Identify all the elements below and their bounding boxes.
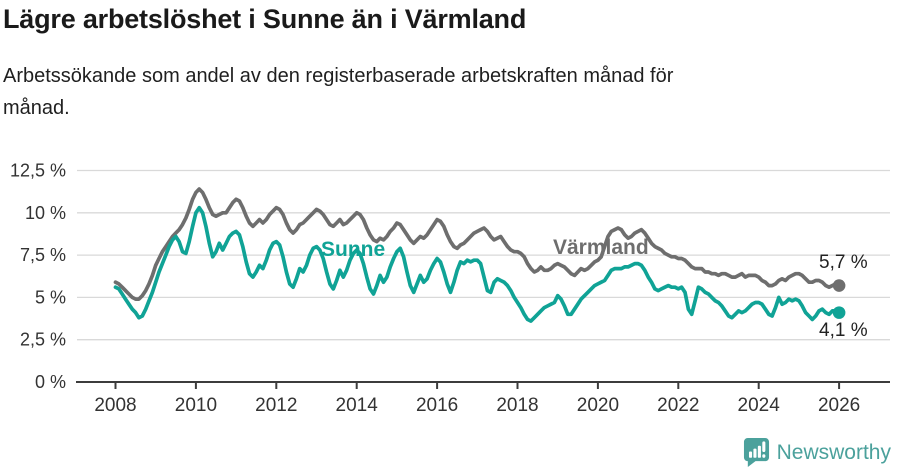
x-tick-label: 2026 bbox=[818, 395, 860, 416]
end-value-label-sunne: 4,1 % bbox=[819, 320, 868, 341]
y-tick-label: 12,5 % bbox=[10, 161, 66, 181]
series-label-varmland: Värmland bbox=[553, 236, 649, 259]
x-tick-label: 2014 bbox=[336, 395, 379, 416]
x-tick-label: 2024 bbox=[738, 395, 781, 416]
y-tick-label: 5 % bbox=[35, 287, 66, 307]
series-label-sunne: Sunne bbox=[321, 238, 386, 261]
series-line-värmland bbox=[113, 187, 841, 301]
x-tick-label: 2022 bbox=[657, 395, 699, 416]
series-line-sunne bbox=[113, 205, 841, 323]
x-tick-label: 2010 bbox=[175, 395, 217, 416]
x-tick-label: 2008 bbox=[94, 395, 136, 416]
series-end-dot-sunne bbox=[832, 306, 846, 319]
x-tick-label: 2020 bbox=[577, 395, 619, 416]
newsworthy-logo-icon bbox=[743, 438, 769, 467]
y-tick-label: 2,5 % bbox=[20, 330, 66, 350]
newsworthy-branding[interactable]: Newsworthy bbox=[743, 437, 891, 468]
x-tick-label: 2012 bbox=[255, 395, 297, 416]
y-tick-label: 0 % bbox=[35, 372, 66, 392]
y-tick-label: 7,5 % bbox=[20, 245, 66, 265]
x-tick-label: 2018 bbox=[496, 395, 538, 416]
page-title: Lägre arbetslöshet i Sunne än i Värmland bbox=[3, 4, 527, 34]
end-value-label-varmland: 5,7 % bbox=[819, 252, 868, 273]
newsworthy-brand-name: Newsworthy bbox=[776, 440, 891, 464]
chart-subtitle: Arbetssökande som andel av den registerb… bbox=[3, 65, 674, 119]
y-tick-label: 10 % bbox=[25, 203, 66, 223]
series-end-dot-värmland bbox=[832, 279, 846, 292]
x-tick-label: 2016 bbox=[416, 395, 458, 416]
